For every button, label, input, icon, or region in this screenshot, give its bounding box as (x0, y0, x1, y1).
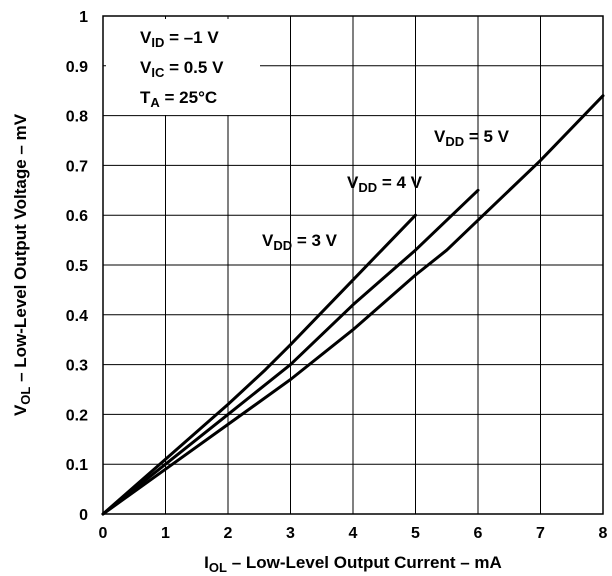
x-axis-label: IOL – Low-Level Output Current – mA (204, 553, 502, 575)
y-tick-label: 0.6 (66, 208, 88, 225)
series-label-2: VDD = 4 V (347, 173, 423, 195)
condition-1: VID = –1 V (140, 28, 219, 50)
condition-3-sub: A (150, 95, 160, 110)
x-tick-label: 0 (99, 525, 108, 542)
x-tick-label: 8 (599, 525, 608, 542)
x-axis-label-rest: – Low-Level Output Current – mA (227, 553, 502, 572)
series-group (101, 94, 605, 516)
series-label-1-rest: = 3 V (292, 231, 338, 250)
series-line-2 (101, 188, 480, 516)
series-label-3-main: V (434, 127, 446, 146)
y-tick-label: 0.4 (66, 308, 88, 325)
x-tick-label: 2 (224, 525, 233, 542)
condition-3-main: T (140, 88, 151, 107)
condition-2-sub: IC (151, 65, 165, 80)
y-tick-label: 0 (79, 507, 88, 524)
y-axis-label-rest: – Low-Level Output Voltage – mV (11, 113, 30, 386)
y-tick-label: 0.5 (66, 258, 88, 275)
plot-frame (102, 15, 604, 515)
x-tick-label: 6 (474, 525, 483, 542)
y-tick-label: 0.1 (66, 457, 88, 474)
series-label-1: VDD = 3 V (262, 231, 338, 253)
condition-1-main: V (140, 28, 152, 47)
series-label-3-rest: = 5 V (464, 127, 510, 146)
x-tick-label: 5 (411, 525, 420, 542)
y-axis-label: VOL – Low-Level Output Voltage – mV (11, 113, 33, 416)
condition-1-sub: ID (151, 35, 164, 50)
series-label-1-sub: DD (273, 238, 292, 253)
y-tick-labels: 0 0.1 0.2 0.3 0.4 0.5 0.6 0.7 0.8 0.9 1 (66, 9, 88, 524)
x-tick-label: 3 (286, 525, 295, 542)
x-tick-label: 4 (349, 525, 358, 542)
x-tick-label: 1 (161, 525, 170, 542)
y-tick-label: 0.3 (66, 358, 88, 375)
x-axis-label-sub: OL (209, 560, 227, 575)
condition-3-rest: = 25°C (160, 88, 217, 107)
y-tick-label: 0.8 (66, 109, 88, 126)
x-axis-label-main: I (204, 553, 209, 572)
series-line-1 (101, 213, 417, 516)
x-tick-label: 7 (536, 525, 545, 542)
series-label-3-sub: DD (445, 134, 464, 149)
y-tick-label: 1 (79, 9, 88, 26)
grid (102, 15, 604, 515)
series-label-2-sub: DD (358, 180, 377, 195)
y-tick-label: 0.2 (66, 407, 88, 424)
series-label-2-main: V (347, 173, 359, 192)
y-tick-label: 0.7 (66, 158, 88, 175)
y-axis-label-sub: OL (18, 387, 33, 405)
condition-2-rest: = 0.5 V (164, 58, 224, 77)
x-tick-labels: 0 1 2 3 4 5 6 7 8 (99, 525, 608, 542)
condition-3: TA = 25°C (140, 88, 217, 110)
series-label-2-rest: = 4 V (377, 173, 423, 192)
condition-2: VIC = 0.5 V (140, 58, 224, 80)
condition-2-main: V (140, 58, 152, 77)
conditions-box (106, 19, 260, 115)
y-tick-label: 0.9 (66, 59, 88, 76)
series-line-3 (101, 94, 605, 516)
series-label-3: VDD = 5 V (434, 127, 510, 149)
y-axis-label-main: V (11, 404, 30, 416)
series-label-1-main: V (262, 231, 274, 250)
condition-1-rest: = –1 V (164, 28, 219, 47)
